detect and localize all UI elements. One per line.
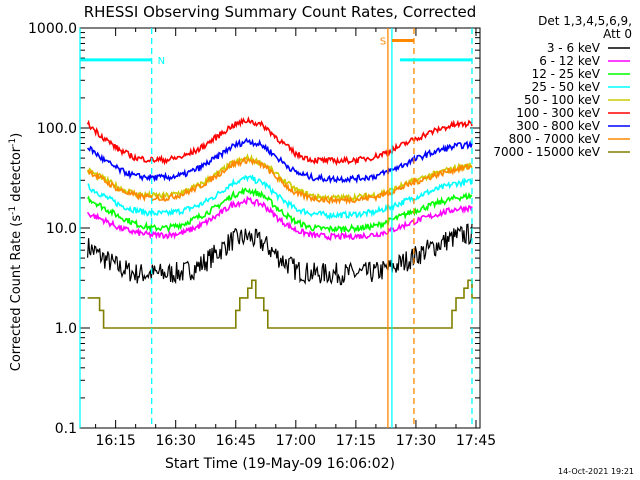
series-line-5: [86, 115, 473, 167]
legend-label-7: 800 - 7000 keV: [509, 132, 601, 146]
y-tick-label: 10.0: [46, 221, 77, 237]
y-axis-ticks: 0.1 1.0 10.0 100.0 1000.0: [28, 21, 480, 437]
series-line-2: [86, 186, 473, 235]
series-line-1: [86, 195, 473, 241]
series-line-8: [87, 279, 476, 329]
interval-lines: [79, 28, 473, 428]
legend-label-8: 7000 - 15000 keV: [493, 145, 600, 159]
legend-label-0: 3 - 6 keV: [547, 41, 601, 55]
interval-label-1: S: [380, 36, 386, 47]
y-tick-label: 1.0: [55, 321, 77, 337]
legend-header-line2: Att 0: [603, 27, 632, 41]
x-tick-label: 17:15: [336, 433, 376, 449]
y-label-part3: ): [9, 133, 24, 138]
chart-title: RHESSI Observing Summary Count Rates, Co…: [84, 3, 477, 21]
series-line-7: [87, 156, 473, 206]
y-label-sup1: -1: [8, 206, 18, 215]
plot-axes: [79, 27, 481, 429]
series-line-6: [86, 137, 473, 185]
series-line-0: [87, 223, 473, 286]
y-label-part2: detector: [9, 146, 24, 206]
x-axis-label: Start Time (19-May-09 16:06:02): [165, 456, 395, 472]
y-tick-label: 0.1: [55, 421, 77, 437]
y-axis-label: Corrected Count Rate (s-1 detector-1): [8, 133, 24, 371]
x-axis-ticks: 16:15 16:30 16:45 17:00 17:15 17:30 17:45: [95, 28, 496, 449]
interval-label-0: N: [158, 56, 165, 67]
legend-label-3: 25 - 50 keV: [532, 80, 601, 94]
legend-label-6: 300 - 800 keV: [516, 119, 600, 133]
series-layer: [86, 115, 476, 329]
x-tick-label: 16:15: [95, 433, 135, 449]
interval-bars: NS: [80, 36, 472, 67]
y-tick-label: 100.0: [37, 121, 77, 137]
legend-label-5: 100 - 300 keV: [516, 106, 600, 120]
y-label-sup2: -1: [8, 138, 18, 147]
x-tick-label: 16:45: [216, 433, 256, 449]
plot-frame: [79, 27, 481, 429]
legend-label-4: 50 - 100 keV: [524, 93, 601, 107]
legend-header-line1: Det 1,3,4,5,6,9,: [538, 14, 632, 28]
x-tick-label: 16:30: [156, 433, 196, 449]
x-tick-label: 17:30: [396, 433, 436, 449]
footer-date: 14-Oct-2021 19:21: [558, 467, 634, 476]
x-tick-label: 17:00: [276, 433, 316, 449]
x-tick-label: 17:45: [456, 433, 496, 449]
legend-label-2: 12 - 25 keV: [532, 67, 601, 81]
legend-label-1: 6 - 12 keV: [539, 54, 601, 68]
y-tick-label: 1000.0: [28, 21, 77, 37]
y-label-part1: Corrected Count Rate (s: [9, 215, 24, 372]
